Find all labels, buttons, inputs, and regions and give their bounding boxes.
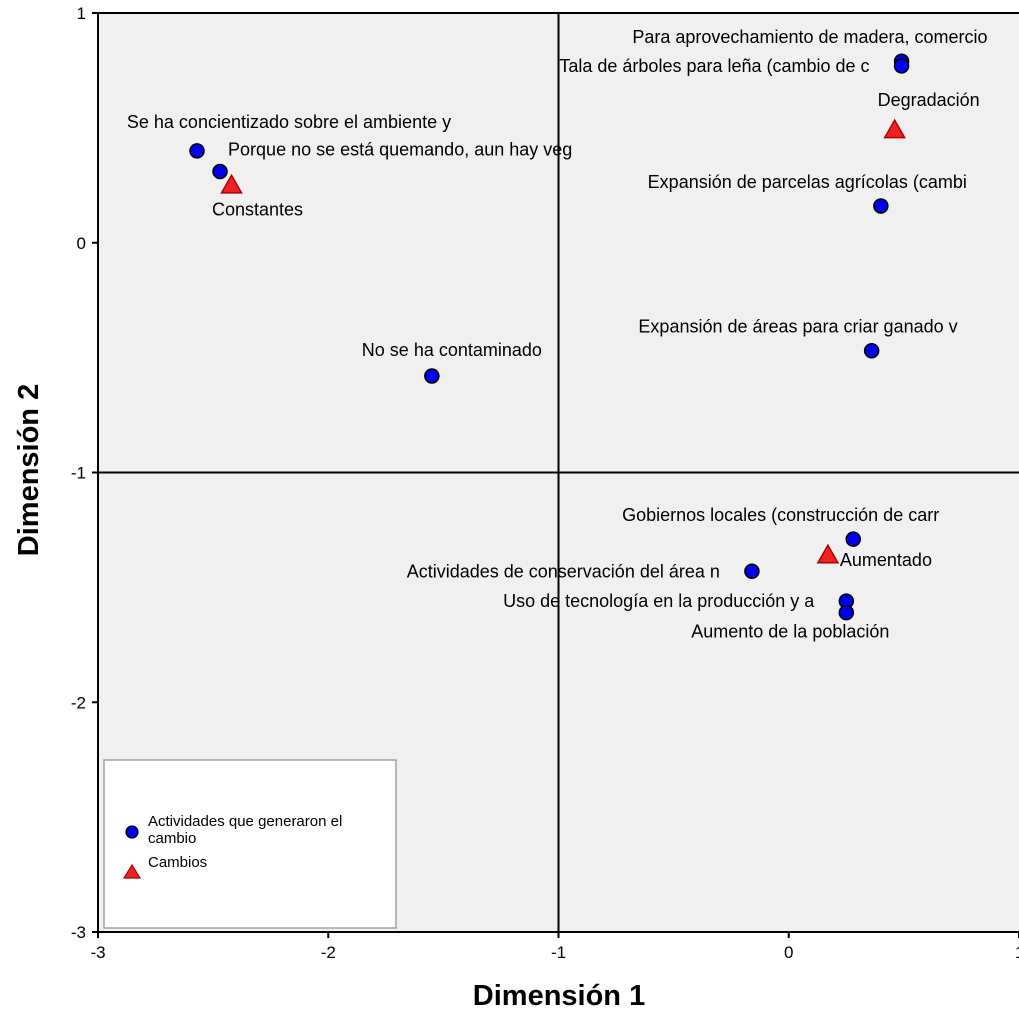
y-tick-label: -1 xyxy=(71,464,86,483)
data-point-circle xyxy=(893,58,910,74)
y-tick-label: 1 xyxy=(77,4,86,23)
legend-marker-triangle xyxy=(122,863,142,879)
data-point-triangle xyxy=(816,543,840,564)
point-label: Uso de tecnología en la producción y a xyxy=(503,591,815,611)
data-point-circle xyxy=(873,198,889,214)
point-label: Expansión de parcelas agrícolas (cambi xyxy=(648,172,967,192)
y-tick-label: -3 xyxy=(71,923,86,942)
data-point-circle xyxy=(744,563,760,580)
y-axis-title: Dimensión 2 xyxy=(13,384,45,556)
point-label: Aumento de la población xyxy=(691,622,889,642)
data-point-triangle xyxy=(220,173,243,194)
data-point-circle xyxy=(845,531,861,547)
point-label: Degradación xyxy=(878,90,980,110)
x-tick-label: 1 xyxy=(1015,943,1019,962)
x-tick-label: -1 xyxy=(551,943,566,962)
reference-lines xyxy=(98,13,1019,932)
y-tick-label: 0 xyxy=(77,234,86,253)
axes: -3 -2 -1 0 1 -3 -2 -1 0 1 xyxy=(71,4,1019,962)
point-label: Gobiernos locales (construcción de carr xyxy=(622,505,939,525)
point-label: Se ha concientizado sobre el ambiente y xyxy=(127,112,451,132)
x-tick-label: -3 xyxy=(90,943,105,962)
point-label: Porque no se está quemando, aun hay veg xyxy=(228,140,572,160)
data-point-circle xyxy=(863,342,880,359)
point-label: Expansión de áreas para criar ganado v xyxy=(638,317,957,337)
legend-label: Cambios xyxy=(148,854,207,871)
legend-label: cambio xyxy=(148,830,196,847)
point-label: Para aprovechamiento de madera, comercio xyxy=(632,27,987,47)
data-point-triangle xyxy=(883,118,906,139)
data-point-circle xyxy=(838,604,855,621)
data-point-circle xyxy=(189,143,205,159)
point-label: Actividades de conservación del área n xyxy=(407,561,720,581)
data-point-circle xyxy=(212,163,228,180)
legend-label: Actividades que generaron el xyxy=(148,813,342,830)
point-label: Tala de árboles para leña (cambio de c xyxy=(559,56,869,76)
x-tick-label: -2 xyxy=(321,943,336,962)
data-point-circle xyxy=(424,368,440,384)
point-label: Aumentado xyxy=(840,550,932,570)
point-label: Constantes xyxy=(212,199,303,219)
x-axis-title: Dimensión 1 xyxy=(473,980,645,1012)
legend-marker-circle xyxy=(125,825,139,839)
y-tick-label: -2 xyxy=(71,693,86,712)
point-label: No se ha contaminado xyxy=(362,340,542,360)
data-points xyxy=(189,53,910,621)
x-tick-label: 0 xyxy=(784,943,793,962)
point-labels: Para aprovechamiento de madera, comercio… xyxy=(127,27,988,641)
legend-box xyxy=(103,759,397,929)
